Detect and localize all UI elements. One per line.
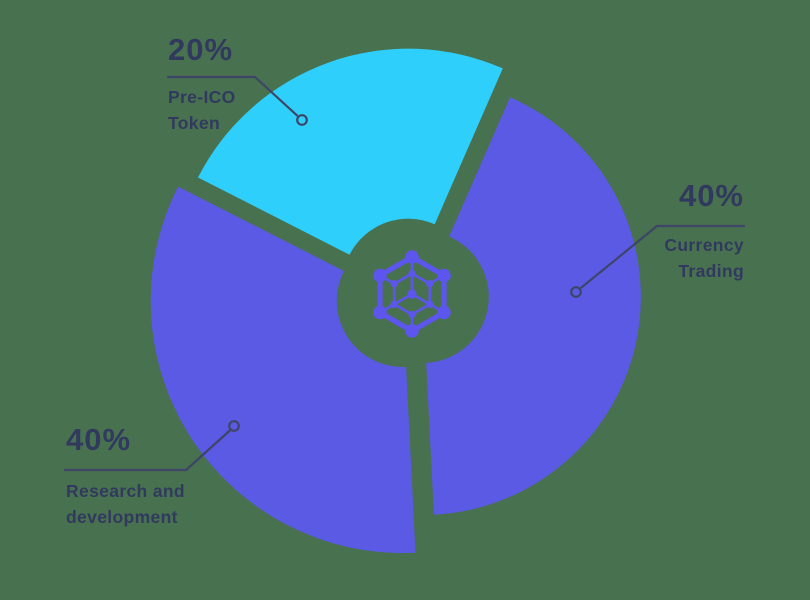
- icon-outer-nodes: [373, 250, 451, 338]
- pre-ico-percent-label: 20%: [168, 32, 234, 67]
- callout-marker-research: [228, 420, 240, 432]
- research-name-line1: Research and: [66, 481, 185, 501]
- callout-line-pre-ico: [166, 75, 299, 117]
- research-name-line2: development: [66, 507, 178, 527]
- pre-ico-name-line2: Token: [168, 113, 220, 133]
- pre-ico-name-label: Pre-ICO Token: [168, 84, 236, 136]
- currency-name-line1: Currency: [664, 235, 744, 255]
- pie-slice-currency-trading: [426, 97, 641, 515]
- icon-inner-nodes: [390, 269, 434, 319]
- research-percent-label: 40%: [66, 422, 132, 457]
- currency-name-label: Currency Trading: [664, 232, 744, 284]
- research-name-label: Research and development: [66, 478, 185, 530]
- callout-line-currency: [580, 224, 746, 289]
- currency-name-line2: Trading: [678, 261, 744, 281]
- icon-center-node: [407, 289, 417, 299]
- callout-line-research: [63, 429, 231, 472]
- icon-cube-spokes: [393, 273, 431, 306]
- currency-percent-label: 40%: [678, 178, 744, 213]
- callout-marker-pre-ico: [296, 114, 308, 126]
- blockchain-cube-icon: [373, 250, 451, 338]
- pre-ico-name-line1: Pre-ICO: [168, 87, 236, 107]
- pie-slice-research-development: [150, 186, 416, 554]
- pie-slice-pre-ico-token: [198, 48, 503, 255]
- callout-marker-currency: [570, 286, 582, 298]
- slices-group: [150, 48, 641, 554]
